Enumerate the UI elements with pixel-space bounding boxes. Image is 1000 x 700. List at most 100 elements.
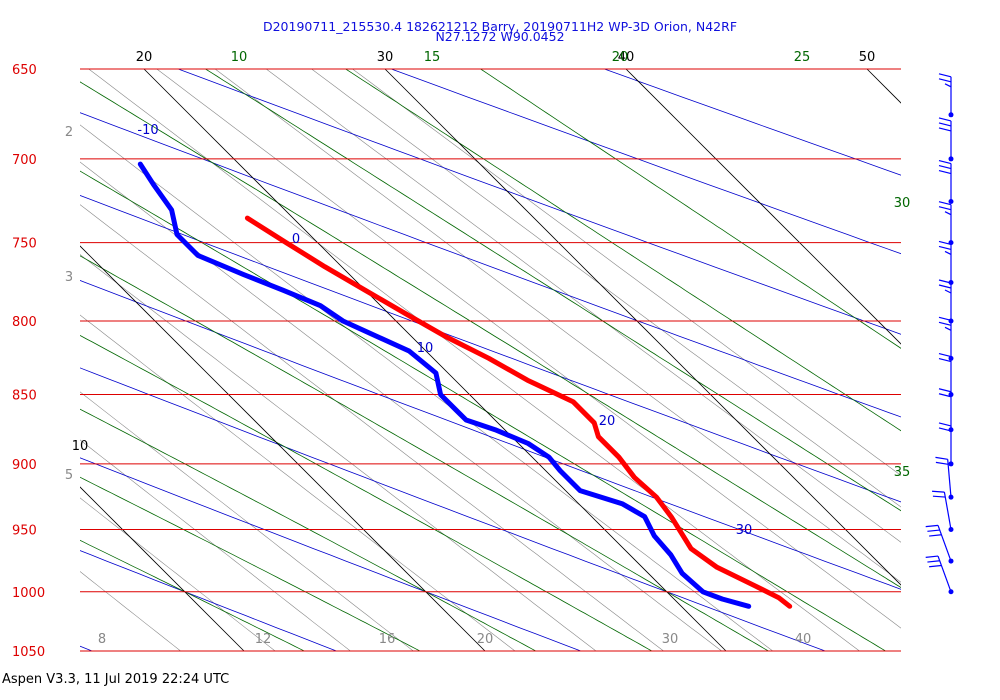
wind-barb-flag (938, 78, 952, 83)
wind-barb-flag (944, 83, 952, 88)
dewpoint-point (175, 232, 179, 237)
mixing-ratio-label: 20 (477, 632, 494, 647)
dewpoint-point (464, 418, 468, 422)
temperature-point (689, 546, 693, 551)
isotherm-line (80, 486, 245, 651)
mixing-ratio-label: 40 (795, 632, 812, 647)
moist-adiabat-line (480, 69, 901, 349)
wind-barb-flag (932, 490, 945, 493)
mixing-ratio-label: 30 (662, 632, 679, 647)
pressure-label: 800 (12, 315, 37, 330)
dewpoint-point (169, 208, 174, 212)
profile-series (137, 161, 793, 609)
wind-barb-flag (927, 529, 940, 532)
wind-barb-stem (947, 459, 952, 498)
mixing-ratio-line (80, 204, 664, 651)
chart-title: D20190711_215530.4 182621212 Barry, 2019… (262, 19, 738, 34)
dry-adiabat-label: 30 (736, 523, 753, 538)
moist-adiabat-label: 10 (231, 50, 248, 65)
moist-adiabat-line (80, 170, 886, 651)
wind-barb-flag (938, 122, 952, 127)
isotherm-label: 40 (618, 50, 635, 65)
wind-barb (925, 524, 954, 564)
wind-barb-stem (937, 525, 952, 562)
mixing-ratio-line (80, 254, 597, 651)
wind-barb-flag (938, 245, 952, 251)
temperature-point (592, 421, 596, 425)
pressure-label: 950 (12, 524, 37, 539)
temperature-point (487, 356, 491, 360)
wind-barb-flag (944, 326, 952, 331)
mixing-ratio-line (80, 439, 351, 651)
temperature-point (284, 241, 288, 245)
dry-adiabat-line (178, 69, 901, 335)
temperature-point (323, 265, 327, 269)
dry-adiabat-lines (80, 69, 901, 651)
moist-adiabat-line (80, 539, 305, 651)
wind-barb-flag (925, 524, 939, 528)
temperature-point (525, 378, 530, 382)
isotherm-line (866, 69, 901, 104)
temperature-point (443, 334, 447, 338)
dewpoint-point (434, 371, 438, 375)
wind-barb (932, 490, 954, 533)
mixing-ratio-lines (80, 69, 901, 651)
wind-barb (938, 201, 954, 246)
temperature-point (403, 311, 407, 315)
temperature-point (715, 565, 719, 569)
temperature-point (617, 455, 621, 459)
dewpoint-point (558, 469, 562, 473)
dewpoint-point (669, 553, 673, 557)
temperature-point (753, 584, 757, 588)
dry-adiabat-label: 10 (417, 341, 434, 356)
axis-labels: 6507007508008509009501000105010203040501… (12, 50, 910, 660)
wind-barb-flag (927, 560, 940, 563)
wind-barb (938, 117, 954, 162)
temperature-point (788, 604, 792, 608)
dry-adiabat-line (80, 457, 581, 651)
temperature-point (245, 216, 249, 220)
wind-barb-flag (935, 461, 949, 465)
temperature-series-line (244, 215, 793, 609)
isotherm-label: 50 (859, 50, 876, 65)
wind-barb-stem (937, 555, 952, 592)
mixing-ratio-line (80, 124, 773, 651)
wind-barb-flag (938, 321, 952, 326)
moist-adiabat-lines (80, 69, 901, 651)
wind-barbs (925, 73, 954, 595)
isotherm-line (384, 69, 901, 586)
wind-barb-flag (938, 164, 952, 170)
moist-adiabat-line (345, 69, 901, 432)
moist-adiabat-label: 15 (424, 50, 441, 65)
dewpoint-point (620, 502, 624, 506)
mixing-ratio-label: 3 (65, 270, 73, 285)
pressure-label: 900 (12, 458, 37, 473)
dewpoint-point (318, 304, 323, 308)
moist-adiabat-line (80, 334, 652, 651)
mixing-ratio-line (80, 161, 722, 651)
moist-adiabat-line (80, 255, 769, 651)
moist-adiabat-line (80, 476, 421, 651)
isotherm-label: 10 (72, 439, 89, 454)
wind-barb-flag (929, 564, 942, 568)
moist-adiabat-line (80, 408, 536, 651)
dewpoint-point (281, 288, 285, 292)
wind-barb (925, 555, 954, 595)
dry-adiabat-label: -10 (137, 123, 158, 138)
wind-barb-flag (938, 201, 952, 206)
dewpoint-point (196, 253, 200, 258)
wind-barb-flag (944, 211, 952, 216)
dewpoint-point (578, 488, 582, 493)
isotherm-line (143, 69, 727, 651)
dewpoint-point (720, 597, 724, 601)
isotherm-line (625, 69, 901, 345)
temperature-point (571, 400, 575, 404)
wind-barb-flag (929, 534, 942, 537)
dewpoint-point (152, 183, 156, 187)
footer-text: Aspen V3.3, 11 Jul 2019 22:24 UTC (2, 672, 230, 687)
pressure-label: 850 (12, 389, 37, 404)
pressure-label: 650 (12, 63, 37, 78)
wind-barb-flag (938, 206, 952, 211)
isotherm-lines (80, 69, 901, 651)
dry-adiabat-line (80, 280, 901, 590)
